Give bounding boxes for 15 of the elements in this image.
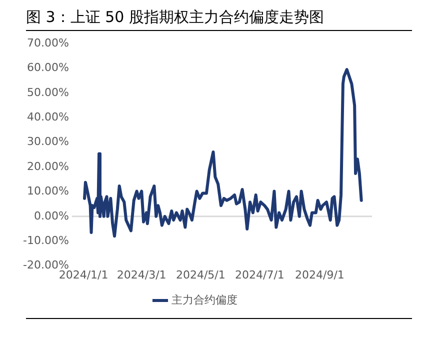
y-tick-label: 70.00% — [26, 36, 69, 50]
y-tick-label: 30.00% — [26, 135, 69, 148]
y-tick-label: 10.00% — [26, 184, 69, 198]
y-tick-label: 50.00% — [26, 86, 69, 99]
x-tick-label: 2024/7/1 — [235, 268, 284, 282]
y-tick-label: 60.00% — [26, 61, 69, 74]
x-tick-label: 2024/9/1 — [295, 268, 344, 282]
y-tick-label: 40.00% — [26, 110, 69, 124]
y-tick-label: -10.00% — [22, 234, 69, 247]
x-tick-label: 2024/5/1 — [176, 268, 226, 282]
legend-label: 主力合约偏度 — [171, 293, 238, 306]
chart-title: 图 3：上证 50 股指期权主力合约偏度走势图 — [26, 8, 412, 31]
y-tick-label: 0.00% — [34, 209, 69, 222]
x-tick-label: 2024/3/1 — [116, 268, 166, 282]
y-tick-label: 20.00% — [26, 160, 69, 173]
